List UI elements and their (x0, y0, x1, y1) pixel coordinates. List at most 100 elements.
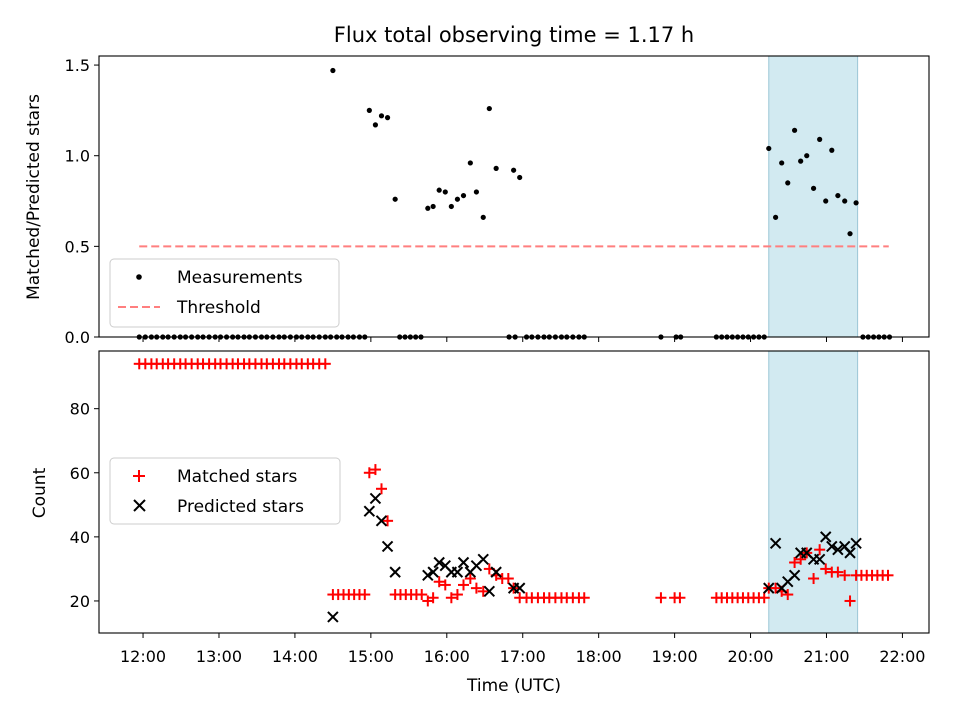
bottom-y-axis-label: Count (30, 467, 50, 518)
predicted-star-stroke (483, 585, 496, 598)
measurement-point (798, 158, 804, 164)
highlight-span-rect (768, 55, 859, 338)
matched-star-point (416, 589, 428, 601)
bottom-legend-box (109, 457, 341, 525)
measurement-point (372, 122, 379, 128)
x-tick-label: 14:00 (272, 647, 318, 666)
predicted-star-stroke (832, 543, 844, 556)
matched-star-point (369, 464, 381, 476)
predicted-star-point (813, 553, 826, 566)
matched-star-point (758, 592, 770, 604)
matched-star-point (427, 592, 439, 604)
y-tick-label: 60 (70, 464, 90, 483)
predicted-star-stroke (427, 566, 439, 578)
predicted-star-stroke (439, 559, 451, 572)
measurement-point (442, 189, 448, 195)
measurement-point (448, 203, 454, 210)
measurement-point (766, 145, 772, 152)
measurement-point (842, 198, 848, 204)
predicted-star-stroke (490, 566, 502, 578)
matched-star-point (882, 569, 894, 581)
top-highlight-span (768, 55, 859, 338)
predicted-star-point (832, 543, 844, 556)
measurement-point (392, 196, 398, 202)
measurement-point (817, 136, 823, 142)
legend-measurements-label: Measurements (177, 268, 303, 288)
predicted-star-point (850, 537, 862, 549)
matched-star-point (433, 576, 445, 588)
matched-star-point (502, 573, 514, 585)
predicted-star-point (763, 582, 775, 594)
measurement-point (773, 214, 779, 220)
matched-star-point (808, 573, 820, 585)
matched-star-point (814, 544, 826, 556)
measurement-point (517, 174, 523, 181)
bottom-axes-frame (98, 350, 930, 634)
bottom-panel: 20 40 60 80 12:00 13:00 14:00 15:00 16:00 17:00 1… (30, 350, 930, 696)
measurement-point (829, 147, 835, 153)
matched-star-point (375, 483, 387, 495)
predicted-star-point (375, 515, 388, 527)
matched-star-point (795, 553, 807, 565)
predicted-star-point (844, 547, 856, 559)
predicted-star-point (451, 566, 464, 578)
predicted-star-stroke (389, 566, 401, 578)
measurement-point (473, 189, 480, 195)
matched-star-point (844, 595, 856, 607)
legend-measurements-marker (136, 274, 142, 280)
predicted-star-stroke (451, 566, 464, 578)
predicted-star-point (422, 569, 434, 582)
predicted-star-point (513, 582, 526, 594)
measurement-point (804, 153, 810, 159)
measurement-point (511, 167, 517, 173)
predicted-star-point (769, 537, 782, 549)
predicted-star-point (826, 540, 838, 553)
predicted-star-stroke (381, 540, 394, 553)
matched-star-point (578, 592, 590, 604)
measurement-point (835, 192, 841, 199)
predicted-star-point (381, 540, 394, 553)
x-tick-label: 21:00 (803, 647, 849, 666)
x-tick-label: 20:00 (727, 647, 773, 666)
measurement-point (384, 115, 391, 121)
top-legend: Measurements Threshold (109, 258, 340, 328)
predicted-star-point (389, 566, 401, 578)
y-tick-label: 20 (70, 592, 90, 611)
legend-matched-marker (133, 470, 145, 482)
predicted-star-stroke (763, 582, 775, 594)
matched-star-point (359, 589, 371, 601)
bottom-x-ticks: 12:00 13:00 14:00 15:00 16:00 17:00 18:00 19:00… (120, 633, 925, 666)
measurement-point (810, 185, 817, 191)
measurement-point (436, 187, 442, 193)
measurement-point (493, 165, 499, 171)
predicted-star-point (327, 611, 339, 623)
matched-star-point (458, 579, 470, 591)
measurement-point (425, 205, 431, 211)
predicted-star-stroke (369, 492, 382, 505)
predicted-star-point (788, 569, 801, 582)
y-tick-label: 1.0 (65, 147, 90, 166)
matched-star-point (464, 573, 476, 585)
matched-star-point (674, 592, 686, 604)
x-tick-label: 19:00 (652, 647, 698, 666)
measurement-point (378, 113, 385, 119)
matched-star-point (832, 566, 844, 578)
chart-title: Flux total observing time = 1.17 h (334, 23, 694, 47)
predicted-star-point (477, 553, 489, 566)
bottom-legend: Matched stars Predicted stars (109, 457, 341, 525)
predicted-star-stroke (327, 611, 339, 623)
y-tick-label: 0.0 (65, 328, 90, 347)
bottom-y-ticks: 20 40 60 80 (70, 400, 99, 611)
matched-star-point (445, 592, 457, 604)
legend-predicted-label: Predicted stars (177, 497, 304, 517)
y-tick-label: 40 (70, 528, 90, 547)
measurement-point (486, 105, 492, 112)
predicted-star-stroke (422, 569, 434, 582)
matched-star-point (363, 467, 375, 479)
y-tick-label: 80 (70, 400, 90, 419)
matched-star-point (820, 563, 832, 575)
measurement-point (779, 160, 785, 166)
y-tick-label: 1.5 (65, 56, 90, 75)
predicted-star-stroke (513, 582, 526, 594)
top-y-ticks: 0.0 0.5 1.0 1.5 (65, 56, 99, 347)
